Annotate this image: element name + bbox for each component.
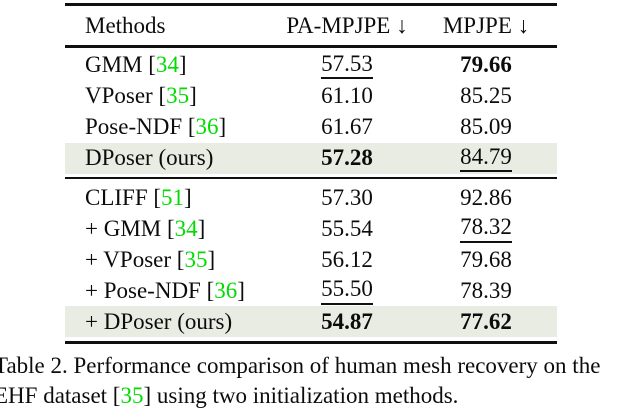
table-bottom-rule [65,341,557,344]
table-row: GMM [34] 57.53 79.66 [65,50,557,81]
method-label: + Pose-NDF [ [85,277,215,303]
citation-link[interactable]: 35 [166,83,190,108]
method-label-suffix: ] [184,184,192,210]
citation-link[interactable]: 36 [214,277,238,303]
value-text: 85.25 [460,83,512,108]
method-name: GMM [34] [65,52,279,78]
pa-mpjpe-value: 54.87 [279,309,415,335]
value-text: 77.62 [460,308,512,334]
method-name: + GMM [34] [65,216,279,242]
method-label-suffix: ] [237,277,245,303]
method-label: + VPoser [ [85,246,185,272]
method-name: Pose-NDF [36] [65,114,279,140]
method-label-suffix: ] [189,83,197,108]
table-row-highlighted: + DPoser (ours) 54.87 77.62 [65,306,557,337]
table-row: + Pose-NDF [36] 55.50 78.39 [65,275,557,306]
header-mpjpe: MPJPE ↓ [442,12,530,38]
pa-mpjpe-value: 55.54 [279,216,415,242]
method-name: CLIFF [51] [65,185,279,211]
value-text: 84.79 [460,144,512,173]
value-text: 57.30 [321,184,373,210]
citation-link[interactable]: 34 [174,215,198,241]
method-label: VPoser [ [85,83,167,108]
method-name: + VPoser [35] [65,247,279,273]
method-label-suffix: ] [197,215,206,241]
value-text: 85.09 [460,114,512,139]
value-text: 79.68 [460,246,512,272]
mpjpe-value: 79.66 [415,52,557,78]
pa-mpjpe-value: 55.50 [279,276,415,305]
value-text: 56.12 [321,246,373,272]
table-row: CLIFF [51] 57.30 92.86 [65,182,557,213]
mpjpe-value: 79.68 [415,247,557,273]
value-text: 79.66 [460,52,512,77]
table-row: + VPoser [35] 56.12 79.68 [65,244,557,275]
value-text: 54.87 [321,308,373,334]
table-mid-rule [65,176,557,179]
citation-link[interactable]: 35 [184,246,208,272]
header-pa-mpjpe: PA-MPJPE ↓ [286,12,408,38]
method-label-suffix: ] [178,52,187,77]
citation-link[interactable]: 51 [161,184,185,210]
value-text: 55.50 [321,277,373,305]
table-header-rule [65,45,557,48]
value-text: 57.53 [321,51,373,80]
citation-link[interactable]: 34 [155,52,179,77]
value-text: 61.67 [321,114,373,139]
table-row: + GMM [34] 55.54 78.32 [65,213,557,244]
method-label: + GMM [ [85,215,175,241]
caption-text: ] using two initialization methods. [143,382,459,408]
method-name: + Pose-NDF [36] [65,278,279,304]
header-methods: Methods [85,12,166,38]
method-label: GMM [ [85,52,156,77]
mpjpe-value: 84.79 [415,144,557,173]
mpjpe-value: 85.09 [415,114,557,140]
caption-line-1: Table 2. Performance comparison of human… [0,351,640,381]
caption-line-2: EHF dataset [35] using two initializatio… [0,381,640,411]
caption-text: Table 2. Performance comparison of human… [0,353,601,378]
mpjpe-value: 92.86 [415,185,557,211]
citation-link[interactable]: 36 [195,114,219,139]
method-name: + DPoser (ours) [65,309,279,335]
pa-mpjpe-value: 61.10 [279,83,415,109]
pa-mpjpe-value: 57.53 [279,51,415,80]
citation-link[interactable]: 35 [120,382,144,408]
table-block-cliff-init: CLIFF [51] 57.30 92.86 + GMM [34] 55.54 … [65,179,557,341]
table-caption: Table 2. Performance comparison of human… [0,351,640,410]
mpjpe-value: 77.62 [415,309,557,335]
method-label: + DPoser (ours) [85,308,233,334]
value-text: 61.10 [321,83,373,108]
table-top-rule [65,3,557,6]
method-label: Pose-NDF [ [85,114,196,139]
table-row: Pose-NDF [36] 61.67 85.09 [65,112,557,143]
results-table: Methods PA-MPJPE ↓ MPJPE ↓ GMM [34] 57.5… [65,3,557,344]
method-label: CLIFF [ [85,184,162,210]
value-text: 57.28 [321,145,373,170]
method-name: DPoser (ours) [65,145,279,171]
method-label: DPoser (ours) [85,145,214,170]
table-block-optimization: GMM [34] 57.53 79.66 VPoser [35] 61.10 8… [65,48,557,177]
value-text: 78.32 [460,215,512,243]
caption-text: EHF dataset [ [0,382,121,408]
table-row: VPoser [35] 61.10 85.25 [65,81,557,112]
pa-mpjpe-value: 56.12 [279,247,415,273]
value-text: 55.54 [321,215,373,241]
mpjpe-value: 78.32 [415,214,557,243]
method-label-suffix: ] [207,246,216,272]
pa-mpjpe-value: 57.28 [279,145,415,171]
value-text: 92.86 [460,184,512,210]
table-row-highlighted: DPoser (ours) 57.28 84.79 [65,142,557,174]
pa-mpjpe-value: 57.30 [279,185,415,211]
mpjpe-value: 78.39 [415,278,557,304]
table-header-row: Methods PA-MPJPE ↓ MPJPE ↓ [65,6,557,45]
mpjpe-value: 85.25 [415,83,557,109]
method-name: VPoser [35] [65,83,279,109]
pa-mpjpe-value: 61.67 [279,114,415,140]
method-label-suffix: ] [218,114,227,139]
value-text: 78.39 [460,277,512,303]
